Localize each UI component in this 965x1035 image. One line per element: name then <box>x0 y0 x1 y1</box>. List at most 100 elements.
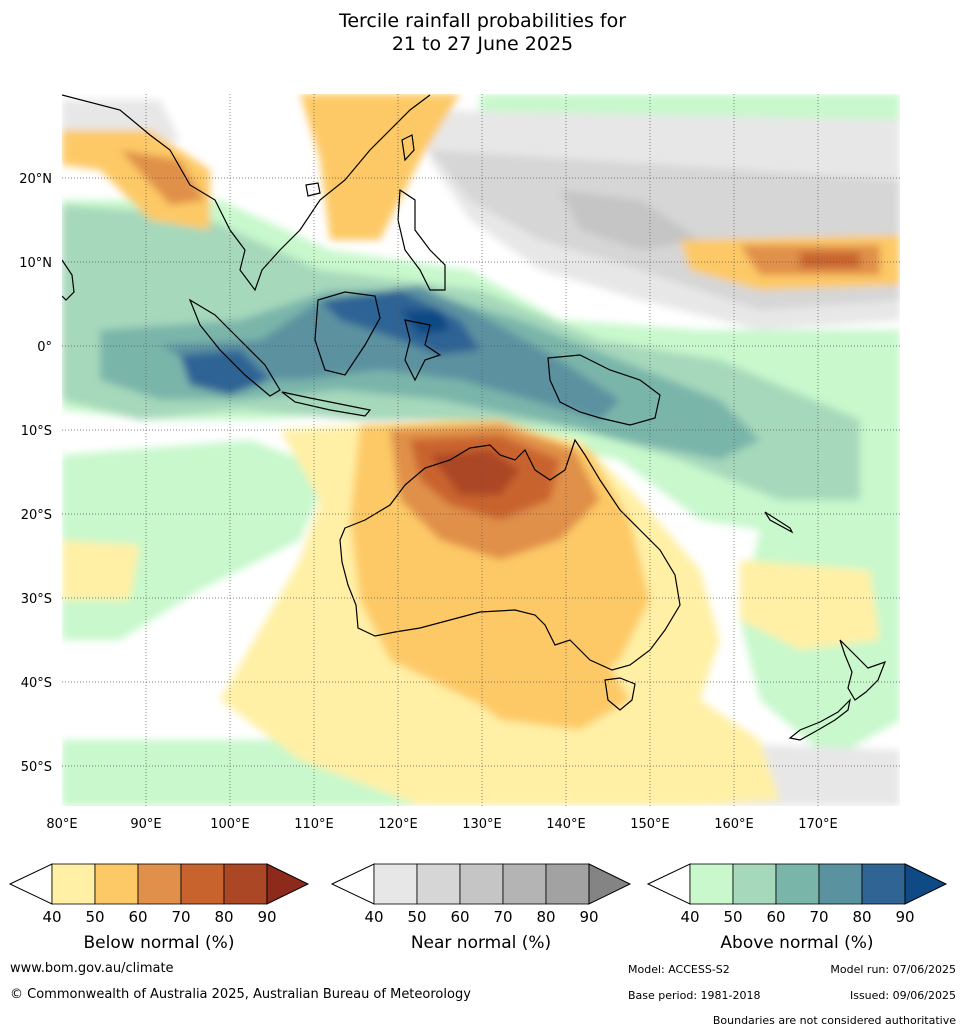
colorbar-segment <box>689 863 734 905</box>
colorbar-segment <box>502 863 547 905</box>
australia-coastline <box>339 438 681 671</box>
near-normal-colorbar: 40 50 60 70 80 90 <box>330 863 632 926</box>
india-coastline <box>62 259 75 301</box>
colorbar-segment <box>416 863 461 905</box>
colorbar-segment <box>861 863 906 905</box>
colorbar-ticks: 40 50 60 70 80 90 <box>364 908 598 926</box>
lon-labels: 80°E 90°E 100°E 110°E 120°E 130°E 140°E … <box>46 817 837 832</box>
below-normal-region <box>460 640 630 730</box>
colorbar-tick: 80 <box>852 908 871 926</box>
colorbar-tick: 50 <box>85 908 104 926</box>
colorbar-over-triangle <box>904 863 948 905</box>
colorbar-tick: 70 <box>493 908 512 926</box>
colorbar-segment <box>223 863 268 905</box>
footer-copyright: © Commonwealth of Australia 2025, Austra… <box>10 987 471 1002</box>
lon-label: 110°E <box>294 817 334 832</box>
below-normal-region <box>120 150 205 205</box>
colorbar-segment <box>775 863 820 905</box>
footer-model-run: Model run: 07/06/2025 <box>830 963 956 976</box>
probability-field <box>62 94 900 806</box>
colorbar-tick: 60 <box>128 908 147 926</box>
lon-label: 160°E <box>714 817 754 832</box>
colorbar-tick: 50 <box>407 908 426 926</box>
above-normal-region <box>180 350 270 395</box>
colorbar-segment <box>137 863 182 905</box>
below-normal-region <box>300 94 460 240</box>
new-zealand-south-coastline <box>788 698 851 741</box>
colorbar-under-triangle <box>646 863 691 905</box>
colorbar-over-triangle <box>266 863 310 905</box>
below-normal-colorbar: 40 50 60 70 80 90 <box>8 863 310 926</box>
colorbar-tick: 60 <box>450 908 469 926</box>
colorbar-tick: 40 <box>364 908 383 926</box>
philippines-coastline <box>397 188 446 291</box>
above-normal-colorbar-body <box>646 863 948 905</box>
lat-label: 0° <box>37 340 52 355</box>
footer-disclaimer: Boundaries are not considered authoritat… <box>712 1014 956 1027</box>
lon-label: 120°E <box>378 817 418 832</box>
forecast-map: 20°N 10°N 0° 10°S 20°S 30°S 40°S 50°S 80… <box>19 94 900 832</box>
lat-label: 40°S <box>21 676 52 691</box>
java-coastline <box>281 391 372 417</box>
below-normal-region <box>430 450 520 495</box>
above-normal-label: Above normal (%) <box>720 933 874 953</box>
colorbar-tick: 60 <box>766 908 785 926</box>
new-guinea-coastline <box>547 354 661 426</box>
new-caledonia-coastline <box>764 511 794 534</box>
colorbar-over-triangle <box>588 863 632 905</box>
lat-label: 30°S <box>21 592 52 607</box>
taiwan-coastline <box>401 134 415 162</box>
above-normal-region <box>160 285 620 420</box>
near-normal-colorbar-body <box>330 863 632 905</box>
coastlines <box>62 94 887 741</box>
lat-label: 50°S <box>21 760 52 775</box>
below-normal-region <box>800 252 860 268</box>
colorbar-tick: 80 <box>214 908 233 926</box>
colorbar-tick: 70 <box>171 908 190 926</box>
lat-label: 10°N <box>19 256 52 271</box>
title-line-1: Tercile rainfall probabilities for <box>338 10 627 32</box>
map-title: Tercile rainfall probabilities for 21 to… <box>0 10 965 56</box>
colorbar-segment <box>51 863 96 905</box>
lon-label: 100°E <box>210 817 250 832</box>
tasmania-coastline <box>604 677 636 711</box>
lon-label: 140°E <box>546 817 586 832</box>
footer-model: Model: ACCESS-S2 <box>628 963 730 976</box>
colorbar-tick: 50 <box>723 908 742 926</box>
lat-labels: 20°N 10°N 0° 10°S 20°S 30°S 40°S 50°S <box>19 172 52 775</box>
lon-label: 90°E <box>130 817 161 832</box>
colorbar-tick: 80 <box>536 908 555 926</box>
below-normal-region <box>740 560 880 650</box>
colorbar-tick: 40 <box>680 908 699 926</box>
footer-url: www.bom.gov.au/climate <box>10 961 174 976</box>
colorbar-ticks: 40 50 60 70 80 90 <box>680 908 914 926</box>
colorbar-tick: 40 <box>42 908 61 926</box>
colorbar-segment <box>180 863 225 905</box>
colorbar-segment <box>94 863 139 905</box>
below-normal-region <box>62 540 140 600</box>
colorbar-segment <box>818 863 863 905</box>
colorbar-segment <box>373 863 418 905</box>
mainland-asia-coastline <box>62 94 431 292</box>
colorbar-ticks: 40 50 60 70 80 90 <box>42 908 276 926</box>
title-line-2: 21 to 27 June 2025 <box>391 33 574 55</box>
colorbar-tick: 70 <box>809 908 828 926</box>
lon-label: 170°E <box>798 817 838 832</box>
colorbar-segment <box>545 863 590 905</box>
above-normal-region <box>320 290 480 355</box>
colorbar-segment <box>459 863 504 905</box>
lon-label: 130°E <box>462 817 502 832</box>
lon-label: 150°E <box>630 817 670 832</box>
colorbar-tick: 90 <box>257 908 276 926</box>
lat-label: 20°S <box>21 508 52 523</box>
colorbar-under-triangle <box>8 863 53 905</box>
borneo-coastline <box>314 291 381 376</box>
footer-issued: Issued: 09/06/2025 <box>849 989 956 1002</box>
below-normal-colorbar-body <box>8 863 310 905</box>
new-zealand-north-coastline <box>839 639 887 701</box>
below-normal-label: Below normal (%) <box>83 933 235 953</box>
colorbar-tick: 90 <box>579 908 598 926</box>
colorbar-segment <box>732 863 777 905</box>
sumatra-coastline <box>188 298 281 397</box>
sulawesi-coastline <box>404 319 442 382</box>
